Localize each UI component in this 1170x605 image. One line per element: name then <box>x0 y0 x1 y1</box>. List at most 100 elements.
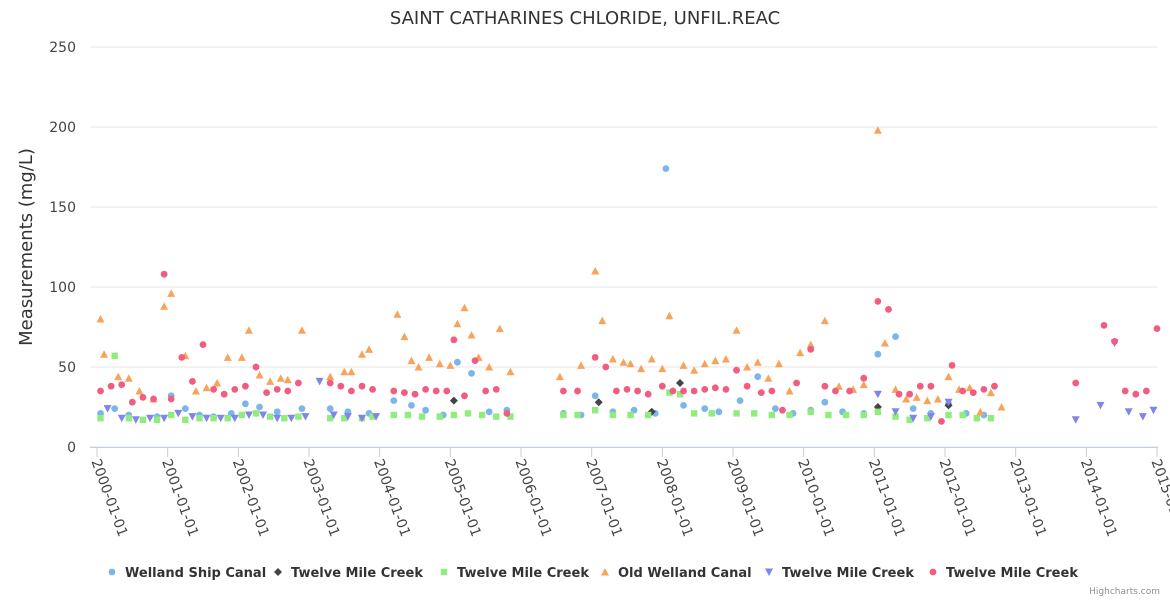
data-point[interactable] <box>506 367 515 376</box>
data-point[interactable] <box>100 350 109 358</box>
data-point[interactable] <box>358 382 366 390</box>
data-point[interactable] <box>237 353 246 361</box>
data-point[interactable] <box>295 413 302 420</box>
data-point[interactable] <box>768 411 776 419</box>
data-point[interactable] <box>634 387 641 395</box>
data-point[interactable] <box>938 418 945 425</box>
data-point[interactable] <box>287 414 296 423</box>
data-point[interactable] <box>733 410 740 417</box>
data-point[interactable] <box>220 390 228 398</box>
legend-item[interactable]: Old Welland Canal <box>601 566 752 581</box>
data-point[interactable] <box>327 415 334 422</box>
data-point[interactable] <box>969 389 977 396</box>
data-point[interactable] <box>909 414 918 423</box>
data-point[interactable] <box>997 403 1006 411</box>
data-point[interactable] <box>680 387 687 395</box>
data-point[interactable] <box>619 358 628 366</box>
data-point[interactable] <box>644 390 652 398</box>
data-point[interactable] <box>436 413 443 420</box>
data-point[interactable] <box>786 411 793 419</box>
data-point[interactable] <box>821 398 829 406</box>
data-point[interactable] <box>924 415 931 422</box>
data-point[interactable] <box>895 390 903 398</box>
data-point[interactable] <box>358 414 366 423</box>
data-point[interactable] <box>948 362 956 369</box>
data-point[interactable] <box>213 379 222 387</box>
data-point[interactable] <box>425 353 434 361</box>
data-point[interactable] <box>806 340 815 349</box>
legend-item[interactable]: Twelve Mile Creek <box>929 566 1079 581</box>
data-point[interactable] <box>485 363 494 371</box>
data-point[interactable] <box>1143 387 1150 395</box>
data-point[interactable] <box>256 403 263 411</box>
data-point[interactable] <box>326 405 334 412</box>
data-point[interactable] <box>216 414 225 423</box>
data-point[interactable] <box>926 413 935 421</box>
data-point[interactable] <box>1100 322 1108 329</box>
data-point[interactable] <box>449 396 458 405</box>
data-point[interactable] <box>252 410 260 417</box>
data-point[interactable] <box>199 341 207 348</box>
data-point[interactable] <box>131 416 140 424</box>
data-point[interactable] <box>468 370 475 377</box>
legend-label[interactable]: Twelve Mile Creek <box>291 566 423 581</box>
data-point[interactable] <box>959 387 967 395</box>
data-point[interactable] <box>404 411 412 419</box>
data-point[interactable] <box>297 326 306 334</box>
data-point[interactable] <box>832 387 839 395</box>
data-point[interactable] <box>945 411 952 419</box>
data-point[interactable] <box>281 415 288 422</box>
data-point[interactable] <box>923 396 932 405</box>
legend-item[interactable]: Twelve Mile Creek <box>440 566 590 581</box>
data-point[interactable] <box>167 395 175 403</box>
data-point[interactable] <box>1096 401 1105 410</box>
data-point[interactable] <box>252 363 260 371</box>
data-point[interactable] <box>892 333 899 340</box>
data-point[interactable] <box>1132 390 1140 398</box>
legend-label[interactable]: Twelve Mile Creek <box>946 566 1078 581</box>
data-point[interactable] <box>276 374 285 382</box>
data-point[interactable] <box>301 413 310 421</box>
data-point[interactable] <box>676 379 684 387</box>
data-point[interactable] <box>690 387 698 395</box>
data-point[interactable] <box>873 126 882 134</box>
data-point[interactable] <box>885 306 892 313</box>
data-point[interactable] <box>168 411 175 419</box>
data-point[interactable] <box>722 386 730 393</box>
data-point[interactable] <box>906 416 913 423</box>
data-point[interactable] <box>341 415 348 422</box>
data-point[interactable] <box>495 324 504 333</box>
data-point[interactable] <box>708 410 715 417</box>
data-point[interactable] <box>927 382 935 390</box>
data-point[interactable] <box>959 411 966 419</box>
data-point[interactable] <box>658 364 667 373</box>
legend-label[interactable]: Twelve Mile Creek <box>457 566 589 581</box>
data-point[interactable] <box>807 346 815 353</box>
data-point[interactable] <box>111 352 118 359</box>
data-point[interactable] <box>326 379 334 387</box>
data-point[interactable] <box>690 366 699 374</box>
data-point[interactable] <box>242 382 249 390</box>
data-point[interactable] <box>432 387 440 395</box>
data-point[interactable] <box>369 386 376 393</box>
data-point[interactable] <box>669 387 677 395</box>
data-point[interactable] <box>1149 406 1158 415</box>
data-point[interactable] <box>627 411 634 419</box>
data-point[interactable] <box>793 379 800 387</box>
data-point[interactable] <box>860 374 868 382</box>
data-point[interactable] <box>223 353 232 361</box>
data-point[interactable] <box>874 298 882 305</box>
data-point[interactable] <box>608 355 617 363</box>
data-point[interactable] <box>114 372 123 381</box>
data-point[interactable] <box>329 411 338 420</box>
data-point[interactable] <box>796 348 805 357</box>
data-point[interactable] <box>210 386 218 393</box>
data-point[interactable] <box>807 408 814 415</box>
data-point[interactable] <box>340 367 349 376</box>
legend-label[interactable]: Old Welland Canal <box>618 566 752 581</box>
data-point[interactable] <box>774 359 783 368</box>
data-point[interactable] <box>842 411 850 419</box>
data-point[interactable] <box>107 382 115 390</box>
data-point[interactable] <box>880 339 889 347</box>
data-point[interactable] <box>645 411 652 419</box>
